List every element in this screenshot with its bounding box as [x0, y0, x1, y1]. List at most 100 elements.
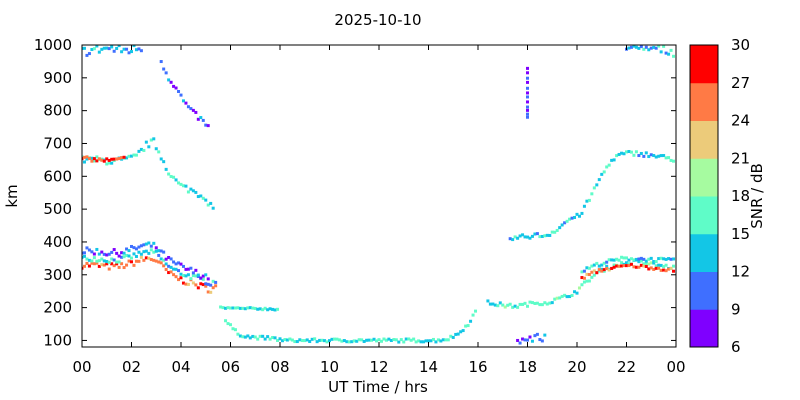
snr-data-point	[565, 219, 569, 223]
snr-data-point	[667, 257, 671, 261]
snr-data-point	[372, 337, 376, 341]
snr-data-point	[493, 303, 497, 307]
snr-data-point	[672, 264, 676, 268]
snr-data-point	[246, 306, 250, 310]
snr-data-point	[82, 160, 86, 164]
snr-data-point	[392, 338, 396, 342]
x-tick-label: 20	[567, 358, 586, 376]
colorbar-title: SNR / dB	[748, 163, 766, 229]
y-axis-title: km	[3, 184, 21, 207]
snr-data-point	[627, 46, 631, 50]
y-tick-label: 700	[43, 134, 72, 152]
snr-data-point	[82, 264, 86, 268]
snr-data-point	[221, 306, 225, 310]
snr-data-point	[127, 51, 131, 55]
snr-data-point	[125, 253, 129, 257]
snr-data-point	[105, 260, 109, 264]
snr-data-point	[82, 251, 86, 255]
snr-data-point	[167, 271, 171, 275]
snr-data-point	[659, 256, 663, 260]
snr-data-point	[268, 337, 272, 341]
snr-data-point	[332, 337, 336, 341]
snr-data-point	[122, 47, 126, 51]
snr-data-point	[634, 150, 638, 154]
snr-data-point	[179, 276, 183, 280]
snr-data-point	[132, 263, 136, 267]
snr-data-point	[528, 300, 532, 304]
x-tick-label: 02	[122, 358, 141, 376]
snr-data-point	[612, 258, 616, 262]
x-tick-label: 00	[666, 358, 685, 376]
snr-data-point	[657, 257, 661, 261]
snr-data-point	[573, 290, 577, 294]
snr-data-point	[181, 281, 185, 285]
snr-data-point	[357, 338, 361, 342]
snr-data-point	[120, 262, 124, 266]
snr-data-point	[115, 157, 119, 161]
snr-data-point	[649, 46, 653, 50]
snr-data-point	[402, 340, 406, 344]
snr-data-point	[577, 214, 581, 218]
snr-data-point	[540, 234, 544, 238]
snr-data-point	[625, 261, 628, 265]
snr-data-point	[600, 267, 604, 271]
snr-data-point	[164, 71, 168, 75]
x-tick-label: 22	[617, 358, 636, 376]
snr-data-point	[162, 258, 166, 262]
snr-data-point	[585, 199, 589, 203]
colorbar-tick-label: 6	[731, 338, 741, 356]
snr-data-point	[110, 262, 114, 266]
snr-data-point	[117, 157, 121, 161]
snr-data-point	[617, 152, 621, 156]
data-points-layer	[82, 45, 676, 345]
snr-data-point	[553, 230, 557, 234]
snr-data-point	[258, 334, 262, 338]
snr-data-point	[629, 262, 633, 266]
snr-data-point	[159, 157, 163, 161]
snr-data-point	[526, 338, 529, 342]
snr-data-point	[535, 332, 539, 336]
snr-data-point	[105, 262, 109, 266]
snr-data-point	[196, 117, 200, 121]
snr-data-point	[196, 195, 200, 199]
snr-data-point	[92, 47, 96, 51]
snr-data-point	[90, 261, 94, 265]
snr-data-point	[211, 206, 215, 210]
snr-data-point	[115, 46, 119, 50]
snr-data-point	[526, 71, 529, 75]
snr-data-point	[526, 66, 529, 70]
x-tick-label: 16	[468, 358, 487, 376]
snr-data-point	[211, 279, 215, 283]
snr-data-point	[377, 338, 381, 342]
snr-data-point	[117, 265, 121, 269]
snr-data-point	[236, 306, 240, 310]
snr-data-point	[550, 301, 554, 305]
y-tick-label: 100	[43, 331, 72, 349]
snr-data-point	[337, 338, 341, 342]
snr-data-point	[518, 302, 522, 306]
snr-data-point	[283, 338, 287, 342]
snr-data-point	[444, 338, 448, 342]
snr-data-point	[582, 276, 586, 280]
snr-data-point	[434, 340, 438, 344]
snr-data-point	[466, 324, 470, 328]
snr-data-point	[174, 86, 178, 90]
snr-data-point	[451, 335, 455, 339]
colorbar-tick-label: 27	[731, 74, 750, 92]
snr-data-point	[177, 278, 181, 282]
snr-data-point	[90, 159, 94, 163]
snr-data-point	[568, 295, 572, 299]
snr-data-point	[491, 302, 495, 306]
snr-data-point	[107, 252, 111, 256]
colorbar-tick-label: 21	[731, 149, 750, 167]
snr-data-point	[367, 338, 371, 342]
snr-data-point	[647, 155, 651, 159]
snr-data-point	[233, 306, 237, 310]
snr-data-point	[436, 338, 440, 342]
snr-data-point	[595, 261, 599, 265]
snr-data-point	[157, 249, 161, 253]
snr-data-point	[637, 46, 641, 50]
snr-data-point	[662, 154, 666, 158]
snr-data-point	[261, 334, 265, 338]
snr-data-point	[107, 260, 111, 264]
